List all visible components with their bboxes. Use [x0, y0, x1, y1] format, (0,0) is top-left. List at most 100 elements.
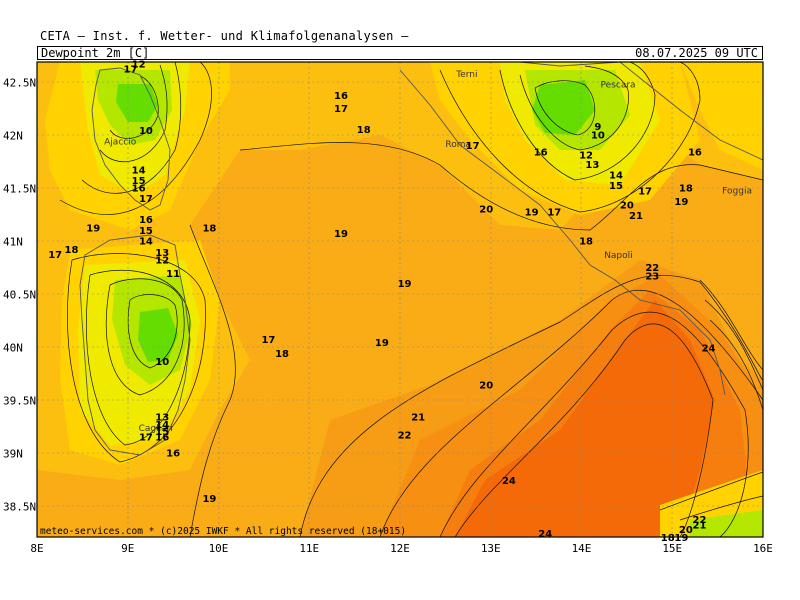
map-frame: [36, 61, 764, 538]
contour-label: 24: [538, 529, 552, 540]
contour-label: 10: [591, 130, 605, 141]
contour-label: 24: [702, 343, 716, 354]
x-tick-label: 11E: [299, 542, 320, 555]
contour-label: 18: [661, 533, 675, 544]
contour-label: 18: [275, 349, 289, 360]
contour-label: 19: [375, 338, 389, 349]
contour-label: 13: [155, 248, 169, 259]
contour-label: 17: [547, 208, 561, 219]
contour-label: 20: [679, 525, 693, 536]
contour-label: 16: [334, 91, 348, 102]
contour-label: 16: [139, 215, 153, 226]
contour-label: 19: [86, 224, 100, 235]
coastlines: [79, 62, 763, 456]
x-tick-label: 14E: [571, 542, 592, 555]
contour-label: 13: [155, 412, 169, 423]
grid-lines: [37, 62, 763, 537]
y-tick-label: 39.5N: [3, 394, 37, 408]
contour-label: 16: [688, 147, 702, 158]
contour-label: 21: [693, 521, 707, 532]
y-tick-label: 42N: [3, 129, 23, 143]
city-label: Cagliari: [139, 424, 173, 434]
contour-label: 18: [202, 224, 216, 235]
contour-label: 17: [638, 187, 652, 198]
contour-label: 16: [166, 448, 180, 459]
contour-label: 18: [65, 245, 79, 256]
contour-label: 14: [132, 165, 146, 176]
contour-label: 19: [525, 208, 539, 219]
copyright-footer: meteo-services.com * (c)2025 IWKF * All …: [40, 526, 407, 537]
contour-label: 14: [155, 420, 169, 431]
contour-label: 15: [132, 176, 146, 187]
contour-label: 20: [479, 205, 493, 216]
contour-label: 18: [357, 125, 371, 136]
contour-label: 16: [534, 147, 548, 158]
city-label: Pescara: [601, 80, 636, 90]
contour-label: 16: [155, 433, 169, 444]
contour-label: 21: [629, 211, 643, 222]
contour-label: 16: [132, 183, 146, 194]
contour-label: 19: [334, 229, 348, 240]
city-label: Terni: [455, 70, 477, 80]
zone-17-east: [680, 62, 763, 170]
zone-24-south: [455, 300, 715, 537]
y-tick-label: 40N: [3, 341, 23, 355]
contour-label: 13: [585, 160, 599, 171]
contour-label: 24: [502, 476, 516, 487]
contour-label: 17: [466, 141, 480, 152]
contour-label: 17: [48, 250, 62, 261]
zone-9-abruzzo: [532, 80, 595, 135]
contour-label: 17: [261, 335, 275, 346]
contour-label: 17: [124, 65, 138, 76]
contour-label: 17: [139, 433, 153, 444]
x-tick-label: 9E: [121, 542, 135, 555]
contour-label: 12: [579, 150, 593, 161]
x-tick-label: 15E: [662, 542, 683, 555]
city-label: Napoli: [604, 251, 632, 261]
y-tick-label: 41.5N: [3, 182, 37, 196]
contour-label: 18: [679, 183, 693, 194]
contour-label: 12: [132, 59, 146, 70]
contour-label: 9: [594, 122, 601, 133]
contour-label: 11: [166, 269, 180, 280]
x-tick-label: 12E: [390, 542, 410, 555]
contour-label: 12: [155, 255, 169, 266]
contour-label: 15: [139, 226, 153, 237]
y-tick-label: 42.5N: [3, 76, 37, 90]
y-tick-label: 39N: [3, 447, 23, 461]
contour-label: 21: [411, 412, 425, 423]
header-bar: Dewpoint_2m [C] 08.07.2025 09 UTC: [37, 46, 763, 60]
city-label: Foggia: [722, 186, 752, 196]
zone-sicily-green: [690, 510, 763, 537]
x-tick-label: 8E: [30, 542, 44, 555]
contour-label: 22: [693, 515, 707, 526]
x-tick-label: 10E: [208, 542, 229, 555]
contour-label: 15: [155, 427, 169, 438]
contour-label: 19: [674, 197, 688, 208]
contour-label: 15: [609, 181, 623, 192]
city-label: Ajaccio: [104, 138, 137, 148]
contour-label: 22: [645, 263, 659, 274]
contour-label: 10: [155, 357, 169, 368]
contour-label: 20: [479, 381, 493, 392]
contour-label: 19: [202, 494, 216, 505]
zone-9-sardinia: [138, 308, 178, 362]
contour-label: 10: [139, 126, 153, 137]
city-label: Roma: [445, 140, 471, 150]
contour-label: 14: [139, 236, 153, 247]
contour-label-layer: 1217101415161716151419181718131211101314…: [48, 59, 715, 544]
contour-label: 17: [139, 194, 153, 205]
x-tick-label: 13E: [480, 542, 501, 555]
contour-label: 18: [579, 236, 593, 247]
contour-label: 22: [398, 430, 412, 441]
y-tick-label: 38.5N: [3, 500, 37, 514]
zone-9-corsica: [116, 84, 158, 122]
x-tick-label: 16E: [753, 542, 773, 555]
y-tick-label: 40.5N: [3, 288, 37, 302]
contour-label: 19: [674, 533, 688, 544]
city-markers: Terni Pescara Ajaccio Roma Foggia Napoli Cagli…: [104, 70, 752, 434]
contour-label: 19: [398, 279, 412, 290]
chart-title: CETA — Inst. f. Wetter- und Klimafolgena…: [40, 29, 409, 43]
parameter-label: Dewpoint_2m [C]: [41, 46, 150, 60]
